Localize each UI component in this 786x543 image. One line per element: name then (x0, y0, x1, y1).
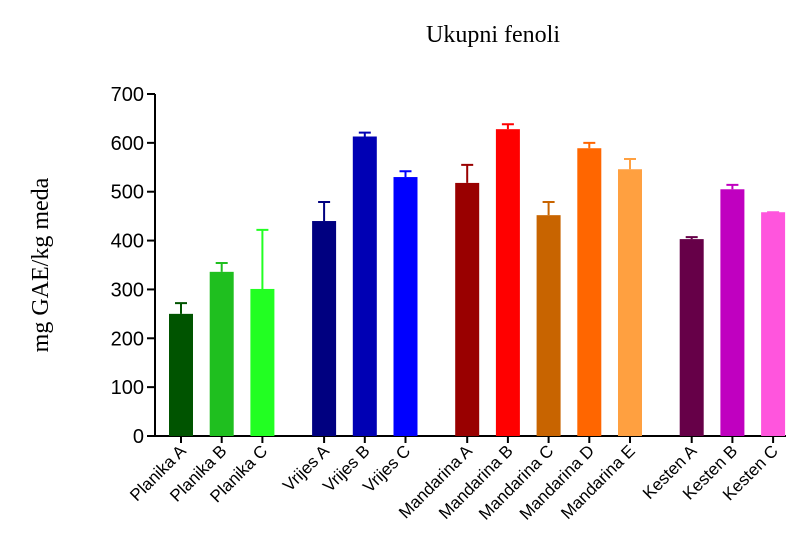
chart-title: Ukupni fenoli (426, 22, 560, 48)
error-bar (399, 170, 412, 178)
y-tick-label: 0 (133, 426, 144, 448)
bar (577, 148, 602, 436)
y-tick-label: 700 (111, 84, 144, 106)
y-tick-label: 200 (111, 328, 144, 350)
bar (720, 189, 745, 436)
error-bar (175, 302, 187, 314)
error-bar (685, 236, 698, 240)
bar (250, 288, 275, 436)
y-tick-label: 500 (111, 182, 144, 204)
bar (536, 215, 561, 436)
bar (679, 239, 704, 436)
y-axis-label: mg GAE/kg meda (28, 177, 54, 352)
bar (352, 136, 377, 436)
bar (618, 169, 642, 437)
error-bar (583, 141, 596, 149)
error-bar (358, 131, 371, 137)
y-tick-label: 100 (111, 377, 144, 399)
error-bar (726, 183, 739, 190)
error-bar (215, 262, 228, 272)
bar (495, 129, 520, 437)
bar (209, 271, 234, 436)
y-tick-label: 300 (111, 279, 144, 301)
bar (312, 221, 337, 436)
error-bar (542, 200, 555, 216)
error-bar (318, 200, 331, 222)
y-tick-label: 600 (111, 133, 144, 155)
bar (393, 177, 418, 437)
bar (455, 182, 480, 436)
error-bar (501, 123, 514, 130)
error-bar (461, 163, 474, 183)
y-tick-label: 400 (111, 231, 144, 253)
error-bar (624, 157, 636, 170)
bar (761, 212, 786, 436)
error-bar (256, 228, 269, 289)
bar (169, 313, 193, 436)
